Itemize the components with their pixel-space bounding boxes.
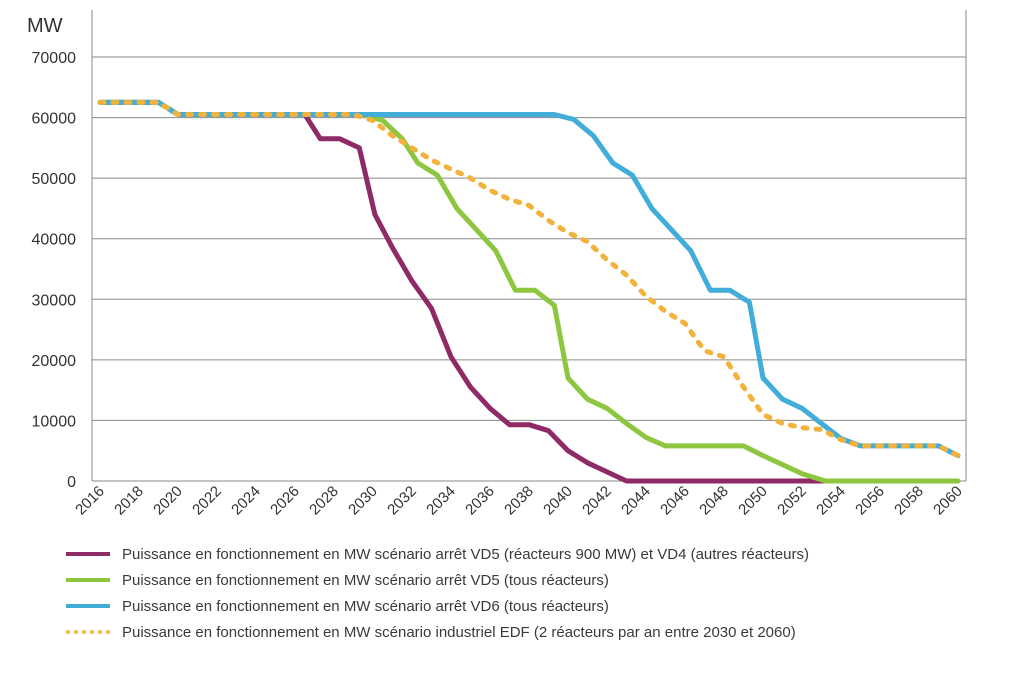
x-tick-label: 2060 — [930, 483, 966, 519]
x-tick-label: 2050 — [735, 483, 771, 519]
x-tick-label: 2022 — [189, 483, 225, 519]
legend-item[interactable]: Puissance en fonctionnement en MW scénar… — [66, 541, 809, 567]
y-tick-label: 70000 — [32, 50, 77, 67]
y-tick-label: 60000 — [32, 111, 77, 128]
legend-swatch-series-2 — [66, 578, 110, 582]
x-tick-label: 2048 — [696, 483, 732, 519]
legend-item[interactable]: Puissance en fonctionnement en MW scénar… — [66, 593, 809, 619]
legend: Puissance en fonctionnement en MW scénar… — [66, 541, 809, 645]
x-tick-label: 2036 — [462, 483, 498, 519]
legend-swatch-series-4 — [66, 630, 110, 634]
series-line-1 — [97, 99, 834, 484]
series-line-2 — [97, 99, 961, 484]
x-tick-label: 2024 — [228, 483, 264, 519]
x-tick-labels: 2016 2018 2020 2022 2024 2026 2028 2030 2032 2034… — [72, 483, 966, 519]
x-tick-label: 2028 — [306, 483, 342, 519]
gridlines — [92, 56, 966, 421]
x-tick-label: 2026 — [267, 483, 303, 519]
x-tick-label: 2018 — [111, 483, 147, 519]
legend-label-series-4: Puissance en fonctionnement en MW scénar… — [122, 623, 796, 641]
series-line-3 — [97, 99, 961, 459]
x-tick-label: 2020 — [150, 483, 186, 519]
y-tick-label: 20000 — [32, 353, 77, 370]
y-tick-label: 50000 — [32, 171, 77, 188]
legend-swatch-series-3 — [66, 604, 110, 608]
x-tick-label: 2030 — [345, 483, 381, 519]
x-tick-label: 2040 — [540, 483, 576, 519]
x-tick-label: 2054 — [813, 483, 849, 519]
series-lines — [97, 99, 961, 484]
x-tick-label: 2032 — [384, 483, 420, 519]
y-tick-label: 0 — [67, 474, 76, 491]
y-tick-labels: 0 10000 20000 30000 40000 50000 60000 70000 — [32, 50, 77, 491]
x-tick-label: 2058 — [891, 483, 927, 519]
x-tick-label: 2042 — [579, 483, 615, 519]
chart: MW 010000200003000040000500006000070000 … — [27, 10, 967, 519]
x-tick-label: 2038 — [501, 483, 537, 519]
y-axis-label: MW — [27, 15, 63, 37]
legend-swatch-series-1 — [66, 552, 110, 556]
x-tick-label: 2056 — [852, 483, 888, 519]
legend-label-series-2: Puissance en fonctionnement en MW scénar… — [122, 571, 609, 589]
y-tick-label: 10000 — [32, 413, 77, 430]
x-tick-label: 2034 — [423, 483, 459, 519]
x-tick-label: 2046 — [657, 483, 693, 519]
legend-item[interactable]: Puissance en fonctionnement en MW scénar… — [66, 567, 809, 593]
y-tick-label: 30000 — [32, 292, 77, 309]
legend-label-series-3: Puissance en fonctionnement en MW scénar… — [122, 597, 609, 615]
legend-label-series-1: Puissance en fonctionnement en MW scénar… — [122, 545, 809, 563]
x-tick-label: 2052 — [774, 483, 810, 519]
series-line-4 — [97, 99, 961, 459]
x-tick-label: 2044 — [618, 483, 654, 519]
axes — [91, 10, 967, 482]
legend-item[interactable]: Puissance en fonctionnement en MW scénar… — [66, 619, 809, 645]
y-tick-label: 40000 — [32, 232, 77, 249]
x-tick-label: 2016 — [72, 483, 108, 519]
